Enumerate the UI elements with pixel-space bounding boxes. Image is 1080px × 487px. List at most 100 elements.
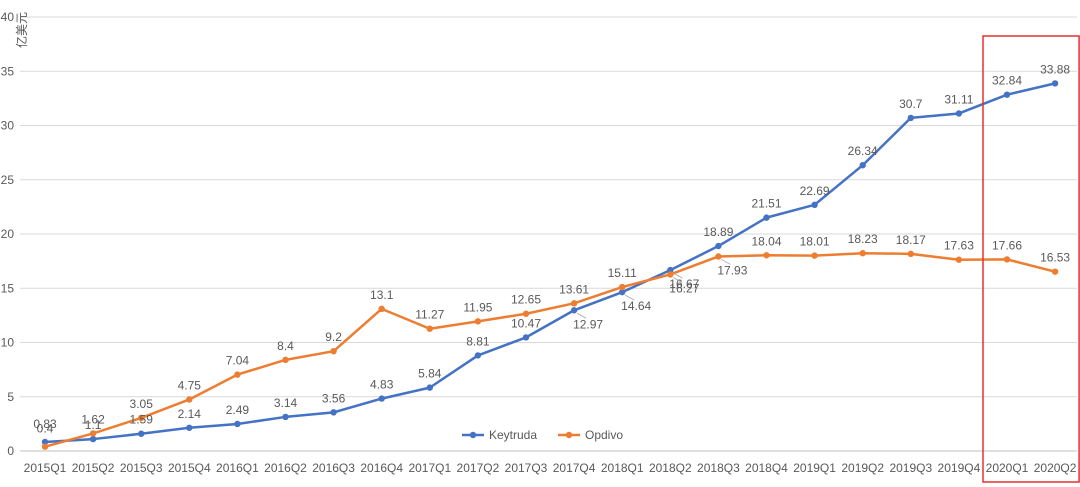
label-opdivo-2016Q1: 7.04 <box>226 354 250 368</box>
point-opdivo-2020Q2 <box>1051 268 1059 275</box>
point-keytruda-2018Q3 <box>715 242 722 250</box>
point-keytruda-2020Q1 <box>1003 91 1011 98</box>
x-tick-2019Q4: 2019Q4 <box>938 461 981 475</box>
x-tick-2015Q2: 2015Q2 <box>72 461 115 475</box>
point-keytruda-2016Q4 <box>378 395 385 402</box>
label-keytruda-2016Q1: 2.49 <box>226 403 250 417</box>
x-tick-2018Q2: 2018Q2 <box>649 461 692 475</box>
point-opdivo-2016Q2 <box>282 356 289 364</box>
label-opdivo-2019Q4: 17.63 <box>944 239 974 253</box>
point-opdivo-2018Q1 <box>619 283 626 291</box>
label-keytruda-2015Q3: 1.59 <box>130 413 154 427</box>
point-opdivo-2015Q4 <box>186 396 193 403</box>
label-opdivo-2017Q3: 12.65 <box>511 293 541 307</box>
label-opdivo-2016Q4: 13.1 <box>370 288 394 302</box>
label-opdivo-2015Q4: 4.75 <box>178 378 202 392</box>
point-opdivo-2017Q3 <box>522 310 530 317</box>
series-line-opdivo <box>44 251 1056 448</box>
point-opdivo-2016Q3 <box>330 347 337 355</box>
data-labels: 0.83 1.1 1.59 2.14 2.49 3.14 3.56 4.83 5.84 8.81 1… <box>33 62 1070 435</box>
x-tick-2016Q1: 2016Q1 <box>216 461 259 475</box>
x-tick-2019Q3: 2019Q3 <box>889 461 932 475</box>
point-opdivo-2017Q2 <box>474 318 482 325</box>
x-tick-2017Q4: 2017Q4 <box>553 461 596 475</box>
point-keytruda-2017Q4 <box>570 307 578 314</box>
label-keytruda-2017Q2: 8.81 <box>466 334 490 348</box>
y-tick-15: 15 <box>1 281 15 295</box>
label-keytruda-2019Q4: 31.11 <box>944 92 973 106</box>
label-keytruda-2019Q3: 30.7 <box>899 97 923 111</box>
leader-opdivo-2018Q2 <box>673 277 683 283</box>
label-keytruda-2017Q4: 12.97 <box>573 317 603 331</box>
legend-item-opdivo: Opdivo <box>558 428 623 442</box>
leader-opdivo-2018Q3 <box>721 259 731 265</box>
point-keytruda-2016Q1 <box>234 420 241 428</box>
legend-label-opdivo: Opdivo <box>585 428 623 442</box>
x-tick-2015Q4: 2015Q4 <box>168 461 211 475</box>
label-opdivo-2018Q1: 15.11 <box>608 266 637 280</box>
series-line-keytruda <box>44 82 1056 444</box>
label-opdivo-2018Q3: 17.93 <box>717 263 747 277</box>
x-tick-2017Q2: 2017Q2 <box>457 461 500 475</box>
x-tick-2020Q1: 2020Q1 <box>986 461 1029 475</box>
point-keytruda-2017Q3 <box>522 334 530 341</box>
x-tick-2015Q3: 2015Q3 <box>120 461 163 475</box>
y-tick-20: 20 <box>1 227 15 241</box>
x-tick-2016Q2: 2016Q2 <box>264 461 307 475</box>
label-keytruda-2019Q1: 22.69 <box>800 184 830 198</box>
label-keytruda-2020Q1: 32.84 <box>992 74 1022 88</box>
label-keytruda-2015Q4: 2.14 <box>178 407 202 421</box>
x-tick-2018Q1: 2018Q1 <box>601 461 644 475</box>
y-tick-25: 25 <box>1 173 15 187</box>
point-keytruda-2016Q2 <box>282 413 289 421</box>
point-opdivo-2015Q1 <box>41 443 49 450</box>
label-keytruda-2018Q1: 14.64 <box>621 299 651 313</box>
point-opdivo-2017Q1 <box>426 325 433 332</box>
label-keytruda-2016Q4: 4.83 <box>370 378 394 392</box>
leader-keytruda-2017Q4 <box>576 312 587 319</box>
y-tick-0: 0 <box>7 444 14 458</box>
label-opdivo-2019Q2: 18.23 <box>848 232 878 246</box>
y-axis-ticks: 0 5 10 15 20 25 30 35 40 <box>1 10 15 458</box>
point-opdivo-2019Q4 <box>955 256 963 263</box>
point-opdivo-2016Q4 <box>378 305 385 313</box>
point-keytruda-2019Q4 <box>955 110 963 117</box>
point-opdivo-2019Q2 <box>859 250 866 257</box>
x-tick-2016Q4: 2016Q4 <box>360 461 403 475</box>
leader-keytruda-2018Q2 <box>673 272 683 279</box>
leader-keytruda-2018Q1 <box>625 294 635 301</box>
label-opdivo-2015Q1: 0.4 <box>37 422 54 436</box>
point-opdivo-2018Q4 <box>763 252 770 259</box>
y-tick-40: 40 <box>1 10 15 24</box>
point-opdivo-2017Q4 <box>570 300 578 307</box>
point-opdivo-2015Q2 <box>89 430 97 437</box>
x-tick-2018Q4: 2018Q4 <box>745 461 788 475</box>
point-keytruda-2015Q1 <box>41 438 49 446</box>
x-tick-2020Q2: 2020Q2 <box>1034 461 1077 475</box>
label-opdivo-2018Q2: 16.27 <box>669 281 699 295</box>
legend: Keytruda Opdivo <box>462 428 623 442</box>
point-opdivo-2018Q3 <box>715 253 722 260</box>
point-keytruda-2017Q2 <box>474 352 482 359</box>
y-axis-label: 亿美元 <box>14 12 29 48</box>
label-opdivo-2016Q2: 8.4 <box>277 339 294 353</box>
label-keytruda-2018Q2: 16.67 <box>669 277 699 291</box>
label-keytruda-2016Q3: 3.56 <box>322 391 346 405</box>
point-keytruda-2018Q1 <box>619 288 626 296</box>
point-keytruda-2016Q3 <box>330 409 337 416</box>
x-tick-2017Q3: 2017Q3 <box>505 461 548 475</box>
point-keytruda-2015Q3 <box>138 430 145 437</box>
point-keytruda-2017Q1 <box>426 384 433 391</box>
point-keytruda-2015Q4 <box>186 424 193 431</box>
point-opdivo-2018Q2 <box>667 271 674 278</box>
label-opdivo-2017Q4: 13.61 <box>559 282 589 296</box>
x-tick-2019Q2: 2019Q2 <box>841 461 884 475</box>
x-tick-2016Q3: 2016Q3 <box>312 461 355 475</box>
point-opdivo-2020Q1 <box>1003 256 1011 263</box>
label-keytruda-2017Q3: 10.47 <box>511 316 541 330</box>
label-opdivo-2015Q3: 3.05 <box>130 397 154 411</box>
point-opdivo-2019Q3 <box>907 250 914 258</box>
point-opdivo-2016Q1 <box>234 371 241 378</box>
label-opdivo-2015Q2: 1.62 <box>81 412 105 426</box>
